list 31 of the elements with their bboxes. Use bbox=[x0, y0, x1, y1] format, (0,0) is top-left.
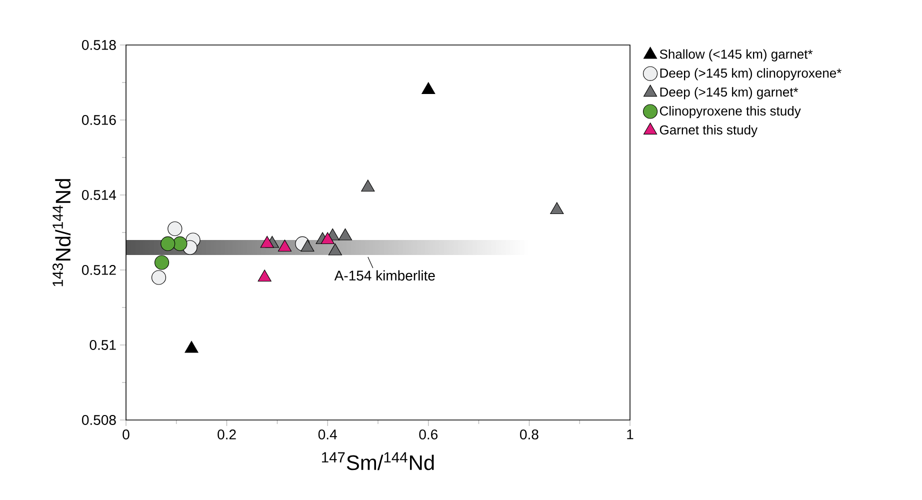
x-tick-label: 0.8 bbox=[520, 430, 538, 440]
point bbox=[278, 240, 292, 252]
annotation: A-154 kimberlite bbox=[334, 270, 435, 281]
point bbox=[320, 232, 334, 244]
legend-label: Clinopyroxene this study bbox=[660, 106, 801, 118]
x-tick-label: 0.4 bbox=[318, 430, 337, 440]
legend-label: Deep (>145 km) garnet* bbox=[660, 87, 798, 100]
point bbox=[184, 340, 198, 353]
point bbox=[338, 228, 352, 240]
y-tick-label: 0.516 bbox=[82, 115, 116, 125]
point bbox=[550, 202, 564, 214]
x-tick-label: 0.6 bbox=[419, 430, 438, 440]
legend-label: Shallow (<145 km) garnet* bbox=[660, 49, 813, 62]
x-tick-label: 0.2 bbox=[218, 430, 236, 440]
y-tick-label: 0.514 bbox=[82, 190, 116, 200]
point bbox=[260, 236, 274, 248]
y-tick-label: 0.512 bbox=[82, 265, 116, 275]
x-tick-label: 1 bbox=[627, 430, 634, 440]
point bbox=[258, 270, 272, 282]
point bbox=[361, 180, 375, 192]
point bbox=[422, 82, 436, 94]
point bbox=[328, 243, 342, 256]
x-axis-title: $^{147}$Sm/$^{144}$Nd bbox=[322, 452, 434, 470]
legend-label: Deep (>145 km) clinopyroxene* bbox=[660, 68, 842, 80]
point bbox=[300, 240, 314, 252]
y-tick-label: 0.51 bbox=[90, 340, 116, 350]
x-tick-label: 0 bbox=[122, 430, 130, 440]
y-tick-label: 0.518 bbox=[82, 40, 116, 50]
legend-label: Garnet this study bbox=[660, 124, 758, 138]
y-axis-title: $^{143}$Nd/$^{144}$Nd bbox=[52, 179, 71, 286]
y-tick-label: 0.508 bbox=[82, 415, 116, 425]
